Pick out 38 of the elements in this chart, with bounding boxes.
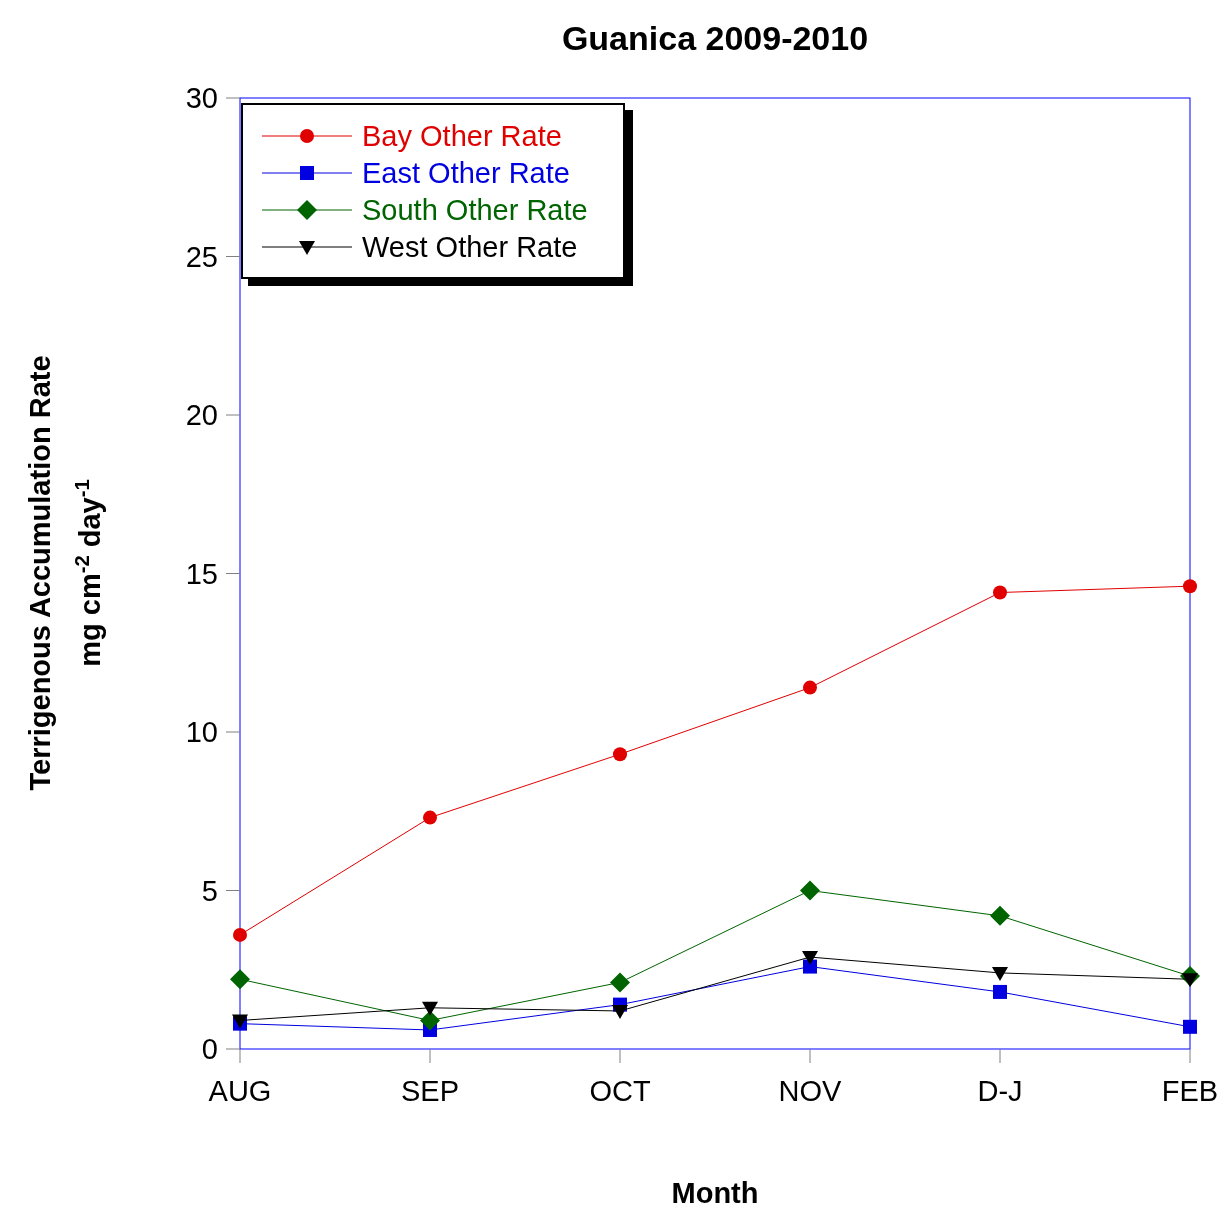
x-tick-label: OCT (589, 1075, 651, 1107)
y-tick-label: 10 (185, 716, 218, 749)
y-tick-label: 15 (185, 557, 218, 590)
point (1183, 579, 1197, 594)
point (803, 959, 817, 974)
point (610, 972, 630, 993)
point (612, 1004, 628, 1019)
x-tick-label: AUG (208, 1075, 272, 1107)
x-axis-title: Month (671, 1177, 759, 1209)
point (420, 1010, 440, 1031)
point (993, 984, 1007, 999)
x-tick-label: NOV (778, 1075, 843, 1107)
legend-label: East Other Rate (362, 157, 570, 190)
point (423, 810, 437, 825)
point (802, 951, 818, 966)
y-tick-label: 25 (185, 240, 218, 273)
y-tick-label: 0 (201, 1033, 218, 1066)
x-tick-label: SEP (400, 1075, 460, 1107)
point (993, 585, 1007, 600)
point (230, 969, 250, 990)
x-tick-label: D-J (977, 1075, 1023, 1107)
legend-label: West Other Rate (362, 231, 578, 264)
point (422, 1001, 438, 1016)
point (1183, 1019, 1197, 1034)
point (233, 927, 247, 942)
y-tick-label: 5 (201, 874, 218, 907)
legend-label: Bay Other Rate (362, 120, 562, 153)
point (613, 747, 627, 762)
point (800, 880, 820, 901)
point (992, 966, 1008, 981)
chart-title: Guanica 2009-2010 (561, 19, 869, 57)
x-tick-label: FEB (1161, 1075, 1219, 1107)
y-tick-label: 20 (185, 399, 218, 432)
y-tick-label: 30 (185, 82, 218, 115)
point (1182, 973, 1198, 988)
legend-label: South Other Rate (362, 194, 588, 227)
point (990, 905, 1010, 926)
point (803, 680, 817, 695)
